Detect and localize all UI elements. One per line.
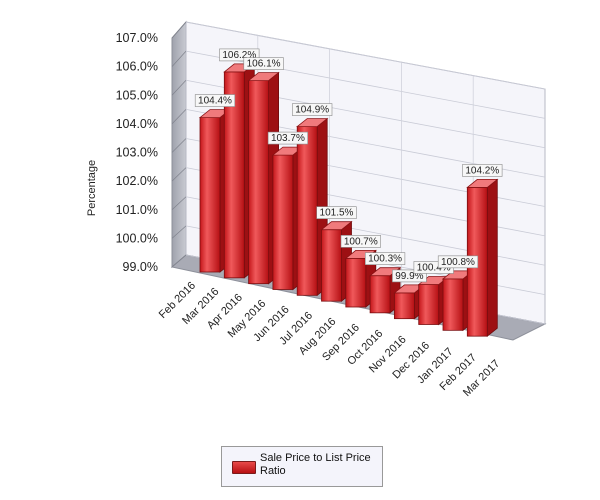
left-wall-gridline	[171, 80, 187, 96]
left-wall-gridline	[171, 50, 187, 67]
y-tick-label: 106.0%	[116, 60, 158, 74]
y-tick-label: 103.0%	[116, 146, 158, 160]
data-label-box	[267, 131, 309, 145]
back-wall-gridline	[185, 21, 546, 90]
bar-front	[442, 278, 464, 331]
bar-side	[486, 178, 498, 338]
data-label-box	[243, 57, 284, 70]
bar-top	[247, 72, 280, 81]
data-label-box	[462, 164, 503, 177]
y-tick-labels: 99.0% 100.0% 101.0% 102.0% 103.0% 104.0% 105.0…	[116, 31, 158, 274]
data-label-text: 103.7%	[271, 133, 305, 144]
legend-swatch	[232, 461, 256, 474]
bar-front	[248, 80, 270, 285]
data-label: 106.1%	[243, 57, 284, 70]
y-tick-label: 105.0%	[116, 88, 158, 102]
data-label-box	[437, 255, 479, 269]
bar-front	[393, 292, 415, 320]
data-label-text: 104.4%	[198, 96, 232, 107]
y-tick-label: 100.0%	[116, 231, 158, 245]
data-label-text: 104.2%	[465, 165, 499, 176]
data-label: 100.3%	[364, 252, 406, 265]
bar-front	[199, 117, 221, 273]
bar-front	[345, 257, 367, 308]
data-label-text: 100.7%	[344, 236, 378, 247]
y-tick-label: 101.0%	[116, 203, 158, 217]
legend-label: Sale Price to List Price Ratio	[260, 452, 371, 477]
y-tick-label: 102.0%	[116, 174, 158, 188]
data-label-text: 101.5%	[320, 208, 354, 219]
bars	[198, 63, 499, 338]
data-label-box	[292, 103, 333, 116]
left-wall-gridline	[171, 138, 187, 153]
bar-front	[418, 284, 440, 325]
data-label: 104.2%	[462, 164, 503, 177]
data-labels: 104.4% 106.2%106.1% 103.7% 104.9% 101.5% 100.…	[194, 48, 503, 283]
left-wall-gridline	[171, 109, 187, 125]
bar-front	[296, 126, 318, 296]
bar-top	[320, 221, 353, 231]
data-label: 101.5%	[316, 206, 357, 219]
data-label-text: 100.3%	[368, 254, 402, 265]
legend: Sale Price to List Price Ratio	[221, 446, 383, 487]
left-wall-gridline	[171, 167, 187, 182]
data-label: 104.9%	[292, 103, 333, 116]
left-wall-gridline	[171, 225, 187, 239]
data-label-text: 104.9%	[295, 105, 329, 116]
data-label: 100.8%	[437, 255, 479, 269]
data-label-box	[316, 206, 357, 219]
left-wall-gridline	[171, 196, 187, 211]
data-label-text: 106.2%	[222, 50, 256, 61]
bar-top	[466, 178, 499, 188]
data-label: 104.4%	[194, 94, 236, 107]
data-label-box	[364, 252, 406, 265]
data-label: 100.7%	[340, 235, 381, 248]
bar-top	[296, 118, 329, 127]
data-label: 103.7%	[267, 131, 309, 145]
y-tick-label: 104.0%	[116, 117, 158, 131]
left-wall-gridline	[171, 254, 187, 268]
bar-front	[369, 275, 391, 314]
y-axis-label: Percentage	[86, 160, 98, 216]
y-tick-label: 107.0%	[116, 31, 158, 45]
data-label-box	[340, 235, 381, 248]
data-label-text: 99.9%	[395, 271, 423, 282]
data-label-box	[194, 94, 236, 107]
data-label-text: 106.1%	[247, 59, 281, 70]
left-wall-gridline	[171, 21, 187, 39]
y-tick-label: 99.0%	[123, 260, 158, 274]
data-label-text: 100.4%	[417, 262, 451, 273]
bar-front	[272, 154, 294, 290]
bar-front	[321, 229, 342, 302]
data-label-text: 100.8%	[441, 257, 475, 268]
